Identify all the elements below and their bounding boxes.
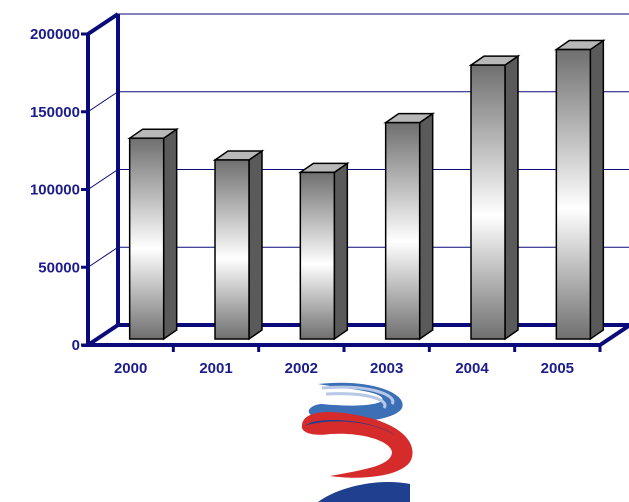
- top-edge: [86, 12, 120, 36]
- bar-front: [214, 159, 250, 340]
- bar-2002: [297, 161, 350, 341]
- y-tick-label: 200000: [30, 26, 80, 43]
- bar-side: [162, 127, 178, 341]
- bar-2003: [383, 112, 436, 341]
- logo-ribbon-stripes: [321, 385, 395, 409]
- logo-ribbon-red: [301, 412, 413, 478]
- bar-side: [333, 161, 349, 341]
- bar-front: [299, 171, 336, 340]
- x-tick-label: 2000: [114, 360, 147, 377]
- logo-ribbon-bottom: [318, 482, 410, 502]
- x-tick-label: 2002: [285, 360, 318, 377]
- bar-2004: [468, 54, 521, 341]
- gridline: [87, 91, 629, 113]
- bar-front: [128, 137, 165, 340]
- x-tick-label: 2001: [199, 360, 232, 377]
- bar-2005: [553, 39, 606, 341]
- gridline: [87, 13, 629, 35]
- y-tick-label: 0: [72, 337, 80, 354]
- bar-side: [589, 39, 605, 341]
- x-tick-label: 2004: [455, 360, 489, 377]
- bar-side: [504, 54, 519, 341]
- x-tick-label: 2005: [541, 360, 574, 377]
- x-tick-label: 2003: [370, 360, 403, 377]
- logo-ribbon: [301, 382, 413, 502]
- bar-front: [470, 64, 506, 340]
- y-tick-labels: 0 50000 100000 150000 200000: [30, 26, 88, 354]
- bar-side: [418, 112, 434, 341]
- x-tick-labels: 2000 2001 2002 2003 2004 2005: [114, 345, 602, 377]
- bar-side: [248, 149, 263, 341]
- bar-2001: [212, 149, 265, 341]
- bar-front: [555, 48, 592, 340]
- bars: [127, 39, 606, 341]
- y-tick-label: 150000: [30, 104, 80, 121]
- bar-2000: [127, 127, 180, 341]
- y-tick-label: 50000: [38, 259, 80, 276]
- y-tick-label: 100000: [30, 182, 80, 199]
- bar-front: [384, 121, 421, 340]
